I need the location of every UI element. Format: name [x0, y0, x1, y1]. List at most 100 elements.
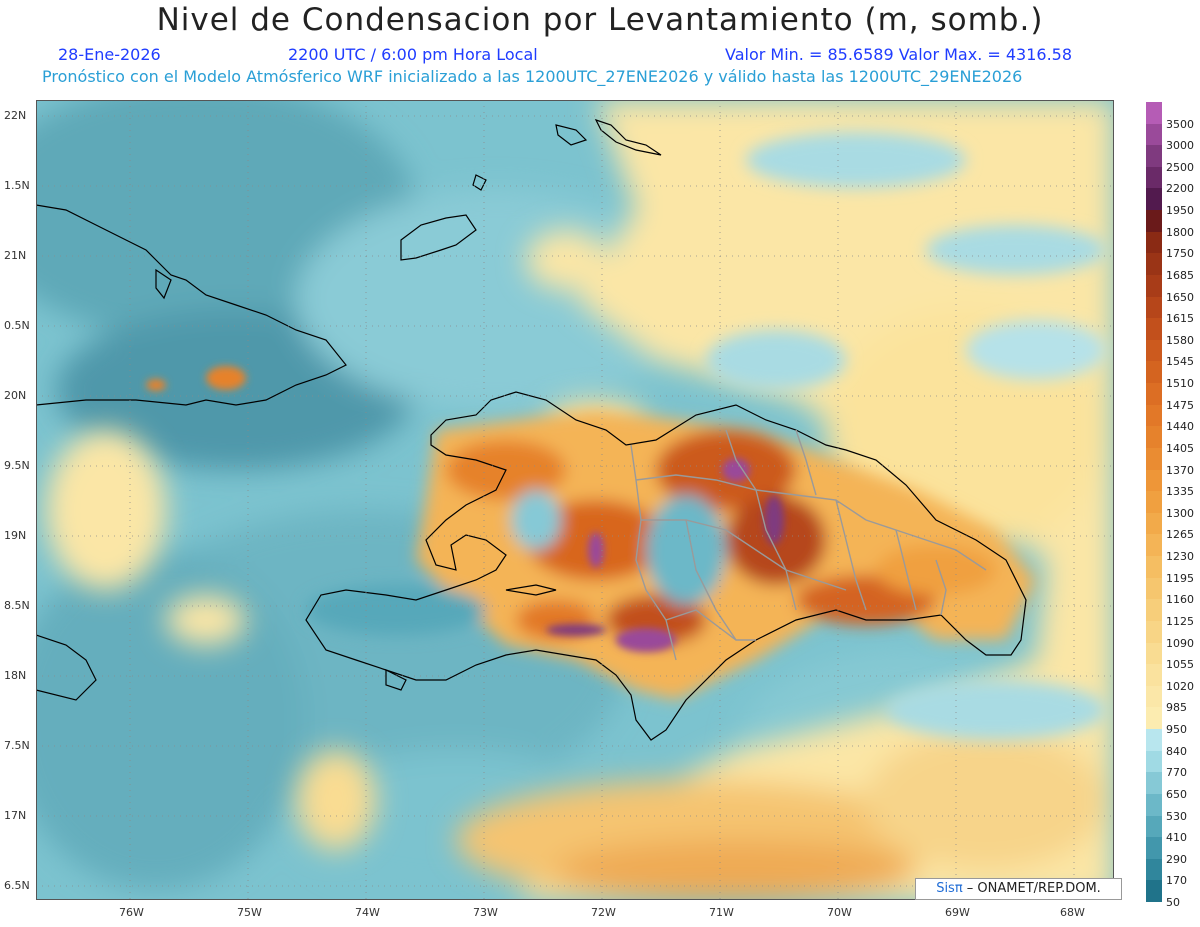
- lon-label: 75W: [237, 906, 262, 919]
- colorbar-segment: [1146, 491, 1162, 514]
- colorbar-label: 1020: [1166, 679, 1194, 693]
- sis-logo-text: Sisπ: [936, 881, 963, 896]
- colorbar-segment: [1146, 880, 1162, 903]
- maxima-cells: [146, 366, 784, 652]
- colorbar-label: 950: [1166, 723, 1187, 737]
- lat-label: 7.5N: [4, 739, 30, 752]
- colorbar-segment: [1146, 512, 1162, 535]
- colorbar-segment: [1146, 642, 1162, 665]
- model-info: Pronóstico con el Modelo Atmósferico WRF…: [42, 67, 1023, 86]
- colorbar-label: 1440: [1166, 420, 1194, 434]
- colorbar-segment: [1146, 599, 1162, 622]
- colorbar-segment: [1146, 469, 1162, 492]
- colorbar-label: 1650: [1166, 290, 1194, 304]
- credit-text: – ONAMET/REP.DOM.: [962, 881, 1101, 896]
- lat-label: 18N: [4, 669, 27, 682]
- lat-label: 6.5N: [4, 879, 30, 892]
- map-panel[interactable]: [36, 100, 1114, 900]
- lat-label: 22N: [4, 109, 27, 122]
- colorbar-label: 1800: [1166, 225, 1194, 239]
- colorbar-label: 1580: [1166, 333, 1194, 347]
- colorbar-segment: [1146, 793, 1162, 816]
- colorbar-label: 985: [1166, 701, 1187, 715]
- colorbar-segment: [1146, 426, 1162, 449]
- colorbar-segment: [1146, 750, 1162, 773]
- colorbar-label: 1230: [1166, 550, 1194, 564]
- colorbar-label: 530: [1166, 809, 1187, 823]
- colorbar-label: 1265: [1166, 528, 1194, 542]
- colorbar-label: 1510: [1166, 377, 1194, 391]
- map-title: Nivel de Condensacion por Levantamiento …: [156, 2, 1044, 38]
- colorbar-label: 840: [1166, 744, 1187, 758]
- colorbar-label: 650: [1166, 787, 1187, 801]
- lat-label: 9.5N: [4, 459, 30, 472]
- colorbar-segment: [1146, 772, 1162, 795]
- graticule: [36, 100, 1114, 900]
- province-borders: [630, 429, 987, 661]
- colorbar-label: 1370: [1166, 463, 1194, 477]
- colorbar-label: 1195: [1166, 571, 1194, 585]
- colorbar-segment: [1146, 102, 1162, 125]
- cool-streaks: [706, 132, 1106, 740]
- colorbar-segment: [1146, 664, 1162, 687]
- colorbar-label: 1300: [1166, 506, 1194, 520]
- lon-label: 72W: [591, 906, 616, 919]
- forecast-time: 2200 UTC / 6:00 pm Hora Local: [288, 45, 538, 64]
- lon-label: 71W: [709, 906, 734, 919]
- colorbar-segment: [1146, 707, 1162, 730]
- colorbar-segment: [1146, 577, 1162, 600]
- colorbar-segment: [1146, 210, 1162, 233]
- colorbar-label: 50: [1166, 896, 1180, 909]
- lat-label: 19N: [4, 529, 27, 542]
- colorbar-label: 2200: [1166, 182, 1194, 196]
- colorbar-label: 1475: [1166, 398, 1194, 412]
- colorbar-segment: [1146, 166, 1162, 189]
- lon-label: 76W: [119, 906, 144, 919]
- colorbar-segment: [1146, 296, 1162, 319]
- colorbar-segment: [1146, 815, 1162, 838]
- lat-label: 17N: [4, 809, 27, 822]
- credit-box: Sisπ – ONAMET/REP.DOM.: [915, 878, 1122, 900]
- value-range: Valor Min. = 85.6589 Valor Max. = 4316.5…: [725, 45, 1073, 64]
- colorbar-segment: [1146, 383, 1162, 406]
- colorbar-label: 1160: [1166, 593, 1194, 607]
- colorbar-segment: [1146, 620, 1162, 644]
- colorbar-segment: [1146, 231, 1162, 254]
- map-canvas: [36, 100, 1114, 900]
- colorbar-label: 170: [1166, 874, 1187, 888]
- colorbar-label: 1335: [1166, 485, 1194, 499]
- colorbar-label: 1125: [1166, 614, 1194, 628]
- colorbar-label: 1055: [1166, 658, 1194, 672]
- lat-label: 21N: [4, 249, 27, 262]
- lat-label: 8.5N: [4, 599, 30, 612]
- lat-label: 1.5N: [4, 179, 30, 192]
- colorbar-segment: [1146, 253, 1162, 276]
- colorbar-label: 410: [1166, 831, 1187, 845]
- colorbar-segment: [1146, 534, 1162, 557]
- colorbar-label: 1950: [1166, 204, 1194, 218]
- colorbar-segment: [1146, 837, 1162, 860]
- colorbar-segment: [1146, 361, 1162, 384]
- colorbar-label: 1090: [1166, 636, 1194, 650]
- lat-label: 0.5N: [4, 319, 30, 332]
- colorbar-segment: [1146, 145, 1162, 168]
- lon-label: 70W: [827, 906, 852, 919]
- lon-label: 73W: [473, 906, 498, 919]
- colorbar-segment: [1146, 729, 1162, 752]
- colorbar-segment: [1146, 274, 1162, 298]
- lon-label: 69W: [945, 906, 970, 919]
- colorbar-segment: [1146, 556, 1162, 579]
- forecast-date: 28-Ene-2026: [58, 45, 161, 64]
- colorbar: [1146, 102, 1162, 903]
- lon-label: 68W: [1060, 906, 1085, 919]
- colorbar-label: 770: [1166, 766, 1187, 780]
- colorbar-label: 3500: [1166, 117, 1194, 131]
- coastlines: [36, 118, 1027, 741]
- colorbar-segment: [1146, 188, 1162, 211]
- colorbar-label: 1545: [1166, 355, 1194, 369]
- colorbar-segment: [1146, 339, 1162, 362]
- colorbar-label: 1685: [1166, 268, 1194, 282]
- colorbar-label: 1615: [1166, 312, 1194, 326]
- colorbar-label: 1405: [1166, 441, 1194, 455]
- lon-label: 74W: [355, 906, 380, 919]
